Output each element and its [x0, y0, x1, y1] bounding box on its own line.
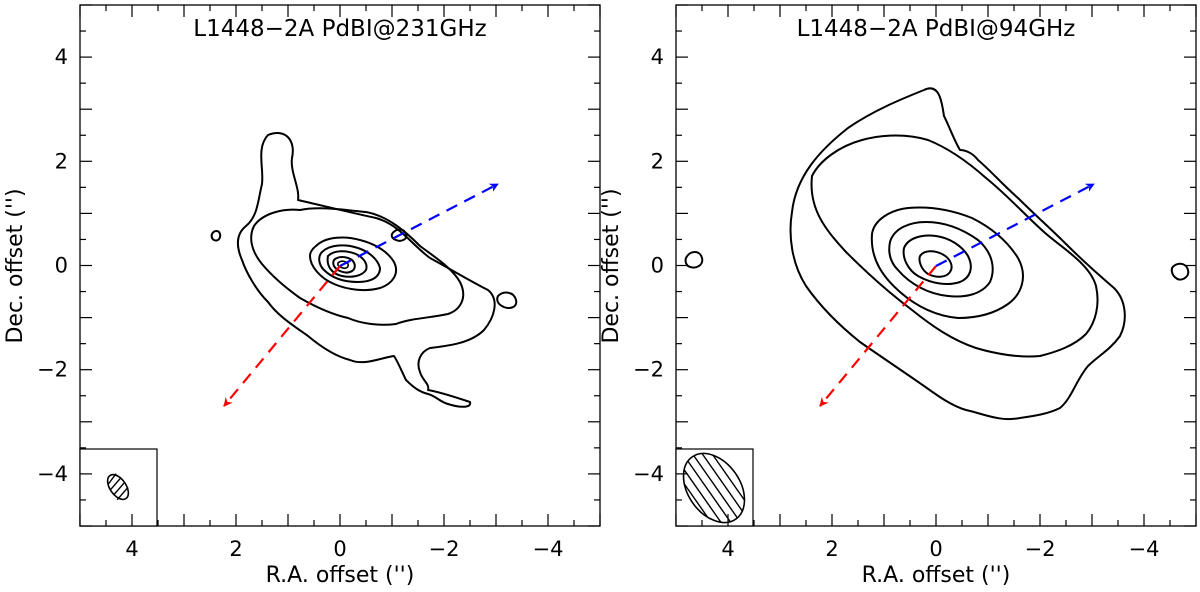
x-tick-label: 4 [125, 537, 138, 561]
x-tick-label: −4 [533, 537, 564, 561]
panel-231ghz: L1448−2A PdBI@231GHz 4 2 0 −2 −4 −4 −2 [3, 4, 601, 588]
x-tick-label: −2 [1025, 537, 1056, 561]
y-tick-label: 4 [55, 45, 68, 69]
contour-level-3 [309, 236, 398, 292]
x-axis-label: R.A. offset ('') [862, 563, 1011, 588]
blue-outflow-arrow [339, 183, 499, 267]
y-tick-label: −4 [633, 462, 664, 486]
y-tick-label: 0 [55, 254, 68, 278]
y-tick-label: 2 [651, 149, 664, 173]
y-tick-label: 4 [651, 45, 664, 69]
contour-level-6 [332, 256, 356, 274]
x-tick-label: −2 [429, 537, 460, 561]
panel-title: L1448−2A PdBI@231GHz [193, 16, 486, 42]
contour-level-6 [918, 250, 953, 278]
contour-level-2 [810, 134, 1099, 358]
red-outflow-arrow [819, 265, 937, 407]
tick-labels: 4 2 0 −2 −4 −4 −2 0 2 4 [633, 45, 1159, 561]
contour-level-4 [318, 244, 381, 283]
x-axis-label: R.A. offset ('') [266, 563, 415, 588]
contour-group [210, 132, 518, 408]
contour-group [684, 87, 1190, 420]
x-tick-label: 2 [825, 537, 838, 561]
contour-level-4 [888, 221, 994, 298]
y-tick-label: −2 [633, 358, 664, 382]
contour-level-2 [250, 207, 465, 326]
x-tick-label: 2 [229, 537, 242, 561]
panel-94ghz: L1448−2A PdBI@94GHz 4 2 0 −2 −4 −4 −2 0 2 4 R.A. … [599, 4, 1197, 588]
synthesized-beam [682, 452, 746, 524]
tick-labels: 4 2 0 −2 −4 −4 −2 0 2 4 [37, 45, 563, 561]
contour-island [390, 228, 408, 242]
y-axis-label: Dec. offset ('') [3, 188, 28, 343]
contour-level-1 [789, 87, 1126, 420]
axis-ticks [675, 4, 1197, 527]
contour-level-5 [902, 234, 972, 285]
contour-level-3 [870, 206, 1024, 319]
x-tick-label: 0 [929, 537, 942, 561]
contour-island [1170, 262, 1190, 281]
synthesized-beam [106, 473, 130, 501]
y-tick-label: −4 [37, 462, 68, 486]
blue-outflow-arrow [935, 183, 1095, 267]
y-tick-label: 2 [55, 149, 68, 173]
panel-title: L1448−2A PdBI@94GHz [797, 16, 1076, 42]
contour-level-1 [236, 132, 496, 408]
x-tick-label: −4 [1129, 537, 1160, 561]
y-tick-label: 0 [651, 254, 664, 278]
y-tick-label: −2 [37, 358, 68, 382]
axis-ticks [79, 4, 601, 527]
contour-island [210, 230, 222, 242]
x-tick-label: 4 [721, 537, 734, 561]
contour-island [684, 251, 704, 269]
y-axis-label: Dec. offset ('') [599, 188, 624, 343]
red-outflow-arrow [223, 265, 341, 407]
x-tick-label: 0 [333, 537, 346, 561]
contour-island [496, 291, 518, 309]
